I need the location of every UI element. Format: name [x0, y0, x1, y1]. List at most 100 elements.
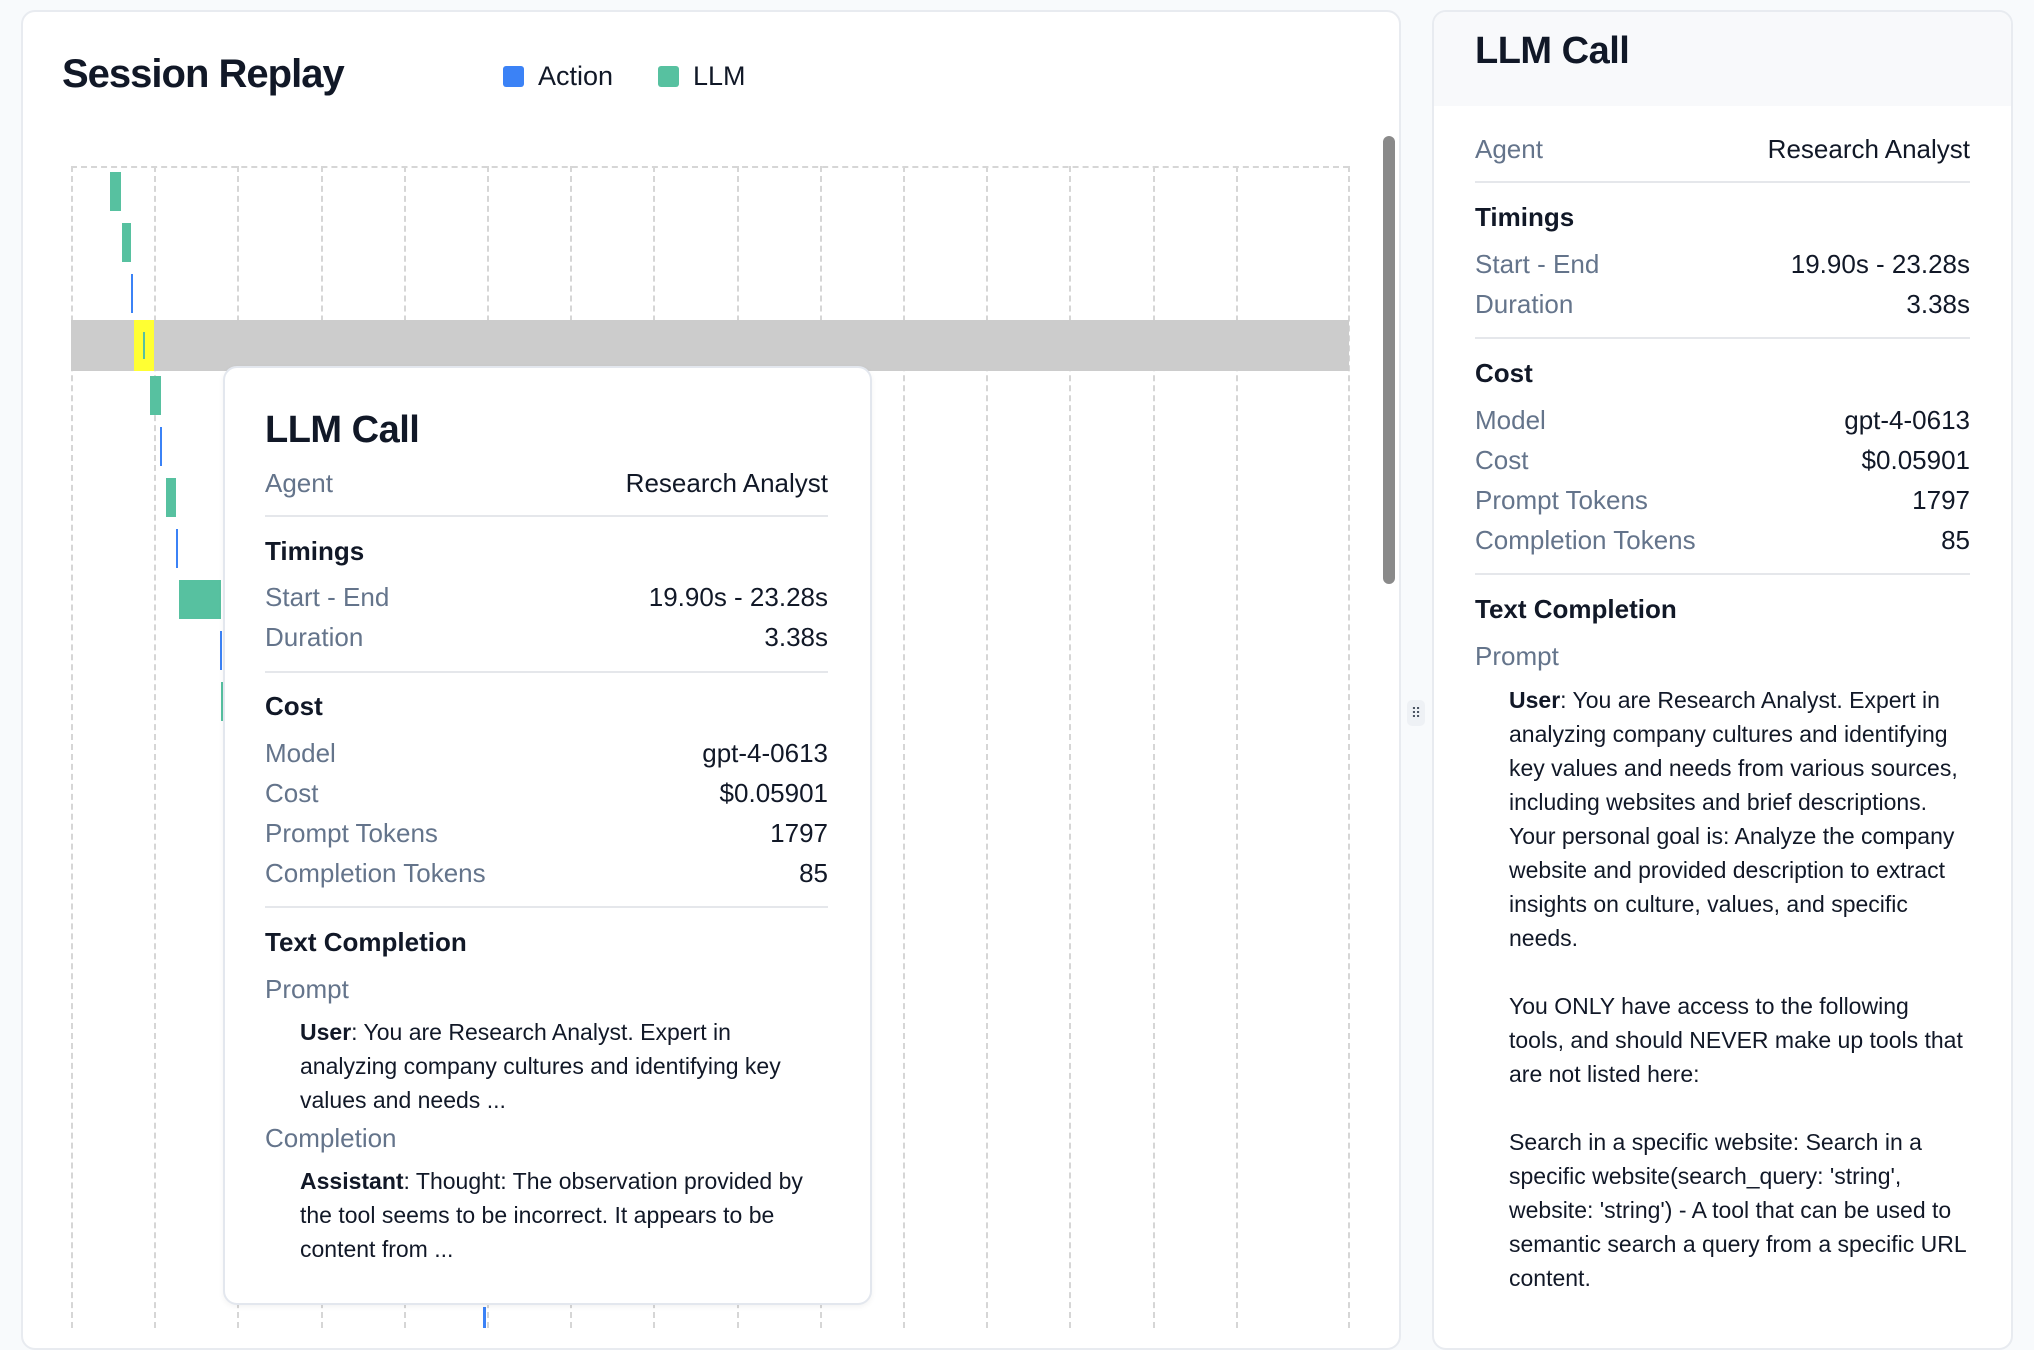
start-end-row: Start - End 19.90s - 23.28s — [265, 577, 828, 617]
grid-line — [154, 166, 157, 1328]
cost-value: $0.05901 — [719, 778, 828, 808]
llm-swatch-icon — [658, 65, 679, 87]
prompt-tokens-value: 1797 — [770, 818, 828, 848]
grid-line — [986, 166, 989, 1328]
cost-row: Cost $0.05901 — [1475, 440, 1970, 480]
panel-body[interactable]: Agent Research Analyst Timings Start - En… — [1434, 106, 2011, 1295]
start-end-value: 19.90s - 23.28s — [648, 582, 828, 612]
divider — [1475, 573, 1970, 575]
prompt-full: User: You are Research Analyst. Expert i… — [1475, 683, 1970, 1295]
model-label: Model — [265, 738, 336, 768]
agent-row: Agent Research Analyst — [1475, 129, 1970, 169]
duration-row: Duration 3.38s — [1475, 284, 1970, 324]
prompt-tokens-value: 1797 — [1912, 485, 1970, 515]
llm-event-bar[interactable] — [179, 580, 221, 619]
start-end-label: Start - End — [265, 582, 390, 612]
completion-label: Completion — [265, 1123, 397, 1153]
action-event-bar[interactable] — [176, 529, 178, 568]
action-event-bar[interactable] — [160, 427, 162, 466]
divider — [265, 515, 828, 517]
model-row: Model gpt-4-0613 — [1475, 400, 1970, 440]
agent-value: Research Analyst — [1767, 134, 1970, 164]
user-role: User — [300, 1019, 352, 1045]
prompt-full-text: : You are Research Analyst. Expert in an… — [1509, 687, 1966, 1291]
grid-line — [71, 166, 73, 1328]
duration-value: 3.38s — [764, 622, 828, 652]
model-label: Model — [1475, 405, 1546, 435]
cost-value: $0.05901 — [1861, 445, 1970, 475]
prompt-label: Prompt — [265, 974, 349, 1004]
panel-header: LLM Call — [1434, 12, 2011, 106]
action-event-bar[interactable] — [131, 274, 133, 313]
model-value: gpt-4-0613 — [702, 738, 828, 768]
grid-line — [1235, 166, 1238, 1328]
action-event-bar[interactable] — [483, 1307, 486, 1328]
text-completion-header: Text Completion — [265, 927, 467, 957]
prompt-label: Prompt — [1475, 641, 1559, 671]
drag-handle-icon[interactable]: ⠿ — [1407, 700, 1425, 726]
action-swatch-icon — [503, 65, 524, 87]
completion-tokens-row: Completion Tokens 85 — [265, 853, 828, 893]
llm-call-detail-panel: LLM Call Agent Research Analyst Timings S… — [1432, 10, 2013, 1350]
divider — [265, 906, 828, 908]
completion-preview: Assistant: Thought: The observation prov… — [265, 1164, 828, 1266]
llm-event-bar[interactable] — [150, 376, 161, 415]
prompt-tokens-label: Prompt Tokens — [265, 818, 438, 848]
model-value: gpt-4-0613 — [1844, 405, 1970, 435]
llm-event-bar[interactable] — [110, 172, 121, 211]
timings-header: Timings — [1475, 202, 1575, 232]
llm-call-tooltip: LLM Call Agent Research Analyst Timings S… — [223, 366, 872, 1305]
duration-row: Duration 3.38s — [265, 617, 828, 657]
legend-action: Action — [503, 58, 613, 94]
completion-tokens-row: Completion Tokens 85 — [1475, 520, 1970, 560]
duration-label: Duration — [265, 622, 364, 652]
legend-label: Action — [538, 61, 614, 91]
completion-tokens-value: 85 — [799, 858, 828, 888]
assistant-role: Assistant — [300, 1168, 404, 1194]
cost-header: Cost — [1475, 358, 1533, 388]
panel-title: LLM Call — [1475, 30, 1630, 72]
completion-preview-text: : Thought: The observation provided by t… — [300, 1168, 803, 1262]
prompt-tokens-label: Prompt Tokens — [1475, 485, 1648, 515]
selected-llm-event-bar[interactable] — [134, 320, 154, 371]
start-end-label: Start - End — [1475, 249, 1600, 279]
agent-label: Agent — [1475, 134, 1543, 164]
page-title: Session Replay — [62, 52, 345, 96]
selected-row-highlight[interactable] — [71, 320, 1349, 371]
selected-llm-event-mark — [143, 332, 145, 359]
legend-label: LLM — [693, 61, 746, 91]
tooltip-title: LLM Call — [265, 409, 420, 451]
cost-header: Cost — [265, 691, 323, 721]
grid-line — [1348, 166, 1350, 1328]
grid-line — [903, 166, 905, 1328]
agent-value: Research Analyst — [625, 468, 828, 498]
user-role: User — [1509, 687, 1561, 713]
start-end-row: Start - End 19.90s - 23.28s — [1475, 244, 1970, 284]
prompt-preview: User: You are Research Analyst. Expert i… — [265, 1015, 828, 1117]
text-completion-header: Text Completion — [1475, 594, 1677, 624]
prompt-tokens-row: Prompt Tokens 1797 — [265, 813, 828, 853]
cost-label: Cost — [265, 778, 319, 808]
timeline-scrollbar[interactable] — [1383, 136, 1395, 584]
llm-event-bar[interactable] — [166, 478, 176, 517]
llm-event-bar[interactable] — [122, 223, 131, 262]
start-end-value: 19.90s - 23.28s — [1790, 249, 1970, 279]
duration-label: Duration — [1475, 289, 1574, 319]
grid-line — [1152, 166, 1155, 1328]
agent-row: Agent Research Analyst — [265, 463, 828, 503]
prompt-tokens-row: Prompt Tokens 1797 — [1475, 480, 1970, 520]
prompt-preview-text: : You are Research Analyst. Expert in an… — [300, 1019, 781, 1113]
grid-line — [1069, 166, 1072, 1328]
model-row: Model gpt-4-0613 — [265, 733, 828, 773]
completion-tokens-label: Completion Tokens — [1475, 525, 1696, 555]
cost-row: Cost $0.05901 — [265, 773, 828, 813]
completion-tokens-label: Completion Tokens — [265, 858, 486, 888]
legend-llm: LLM — [658, 58, 746, 94]
divider — [1475, 181, 1970, 183]
action-event-bar[interactable] — [220, 631, 222, 670]
timings-header: Timings — [265, 536, 365, 566]
agent-label: Agent — [265, 468, 333, 498]
cost-label: Cost — [1475, 445, 1529, 475]
divider — [1475, 337, 1970, 339]
llm-event-bar[interactable] — [221, 682, 223, 721]
